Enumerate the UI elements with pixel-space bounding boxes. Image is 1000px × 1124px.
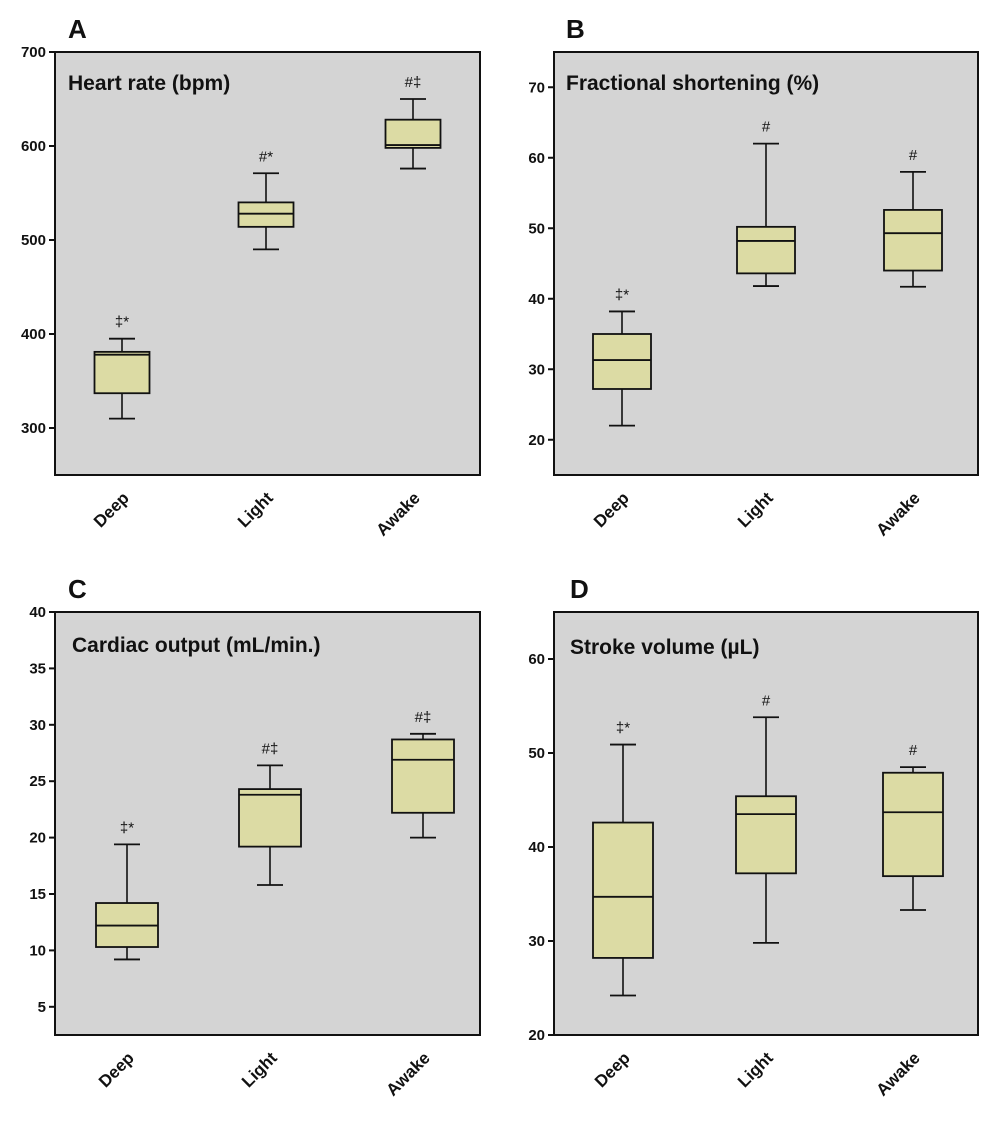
panel-title-a: Heart rate (bpm) — [68, 72, 230, 95]
box-d-light: # — [735, 692, 797, 944]
significance-annotation: # — [909, 742, 918, 759]
category-label-c-deep: Deep — [95, 1048, 138, 1091]
y-tick-label-c-15: 15 — [29, 886, 46, 903]
box-b-deep: ‡* — [592, 286, 652, 427]
y-tick-label-c-10: 10 — [29, 942, 46, 959]
category-label-d-light: Light — [734, 1048, 777, 1091]
y-tick-label-d-20: 20 — [528, 1027, 545, 1044]
significance-annotation: #‡ — [415, 709, 432, 726]
significance-annotation: ‡* — [616, 720, 630, 737]
iqr-box — [391, 738, 455, 814]
category-label-d-deep: Deep — [591, 1048, 634, 1091]
y-tick-label-a-300: 300 — [21, 420, 46, 437]
y-tick-label-c-35: 35 — [29, 660, 46, 677]
panel-letter-d: D — [570, 574, 589, 604]
panel-title-c: Cardiac output (mL/min.) — [72, 634, 321, 657]
y-tick-label-b-40: 40 — [528, 291, 545, 308]
iqr-box — [736, 225, 796, 275]
y-tick-label-d-60: 60 — [528, 651, 545, 668]
y-tick-label-d-50: 50 — [528, 745, 545, 762]
iqr-box — [592, 821, 654, 959]
y-tick-label-b-30: 30 — [528, 361, 545, 378]
significance-annotation: ‡* — [120, 819, 134, 836]
category-label-b-awake: Awake — [873, 488, 924, 539]
category-label-d-awake: Awake — [873, 1048, 924, 1099]
y-tick-label-b-60: 60 — [528, 150, 545, 167]
box-d-deep: ‡* — [592, 720, 654, 997]
significance-annotation: # — [909, 147, 918, 164]
panel-title-b: Fractional shortening (%) — [566, 72, 819, 95]
significance-annotation: ‡* — [115, 314, 129, 331]
box-d-awake: # — [882, 742, 944, 911]
y-tick-label-c-40: 40 — [29, 604, 46, 621]
panel-d: D Stroke volume (µL) 20 30 40 50 60 ‡* Deep # Ligh… — [528, 574, 979, 1100]
y-tick-label-c-25: 25 — [29, 773, 46, 790]
y-tick-label-c-30: 30 — [29, 717, 46, 734]
y-tick-label-b-70: 70 — [528, 79, 545, 96]
category-label-a-deep: Deep — [90, 488, 133, 531]
panel-c: C Cardiac output (mL/min.) 5 10 15 20 25 30 35 40… — [29, 574, 481, 1100]
significance-annotation: #‡ — [262, 740, 279, 757]
iqr-box — [237, 201, 295, 228]
box-a-awake: #‡ — [384, 74, 442, 170]
box-b-awake: # — [883, 147, 943, 288]
y-tick-label-a-600: 600 — [21, 138, 46, 155]
y-tick-label-c-20: 20 — [29, 830, 46, 847]
panel-letter-b: B — [566, 14, 585, 44]
significance-annotation: # — [762, 119, 771, 136]
plot-area-a — [54, 51, 481, 476]
category-label-a-awake: Awake — [373, 488, 424, 539]
iqr-box — [238, 788, 302, 848]
significance-annotation: ‡* — [615, 286, 629, 303]
iqr-box — [93, 350, 151, 395]
panel-b: B Fractional shortening (%) 20 30 40 50 60 70 ‡*… — [528, 14, 979, 540]
iqr-box — [883, 209, 943, 272]
iqr-box — [735, 795, 797, 875]
panel-title-d: Stroke volume (µL) — [570, 636, 759, 659]
iqr-box — [592, 333, 652, 390]
box-c-deep: ‡* — [95, 819, 159, 961]
box-b-light: # — [736, 119, 796, 287]
y-tick-label-d-40: 40 — [528, 839, 545, 856]
significance-annotation: # — [762, 692, 771, 709]
panel-letter-a: A — [68, 14, 87, 44]
category-label-b-light: Light — [734, 488, 777, 531]
y-tick-label-a-700: 700 — [21, 44, 46, 61]
box-c-light: #‡ — [238, 740, 302, 886]
category-label-a-light: Light — [234, 488, 277, 531]
box-a-light: #* — [237, 148, 295, 251]
significance-annotation: #* — [259, 148, 273, 165]
y-tick-label-a-400: 400 — [21, 326, 46, 343]
y-tick-label-d-30: 30 — [528, 933, 545, 950]
category-label-c-awake: Awake — [383, 1048, 434, 1099]
y-tick-label-c-5: 5 — [38, 999, 46, 1016]
y-tick-label-a-500: 500 — [21, 232, 46, 249]
y-tick-label-b-20: 20 — [528, 432, 545, 449]
category-label-c-light: Light — [238, 1048, 281, 1091]
box-a-deep: ‡* — [93, 314, 151, 420]
y-tick-label-b-50: 50 — [528, 220, 545, 237]
category-label-b-deep: Deep — [590, 488, 633, 531]
panel-letter-c: C — [68, 574, 87, 604]
iqr-box — [384, 118, 442, 149]
significance-annotation: #‡ — [405, 74, 422, 91]
box-c-awake: #‡ — [391, 709, 455, 839]
iqr-box — [882, 771, 944, 878]
panel-a: A Heart rate (bpm) 300 400 500 600 700 ‡* Deep #*… — [21, 14, 481, 540]
